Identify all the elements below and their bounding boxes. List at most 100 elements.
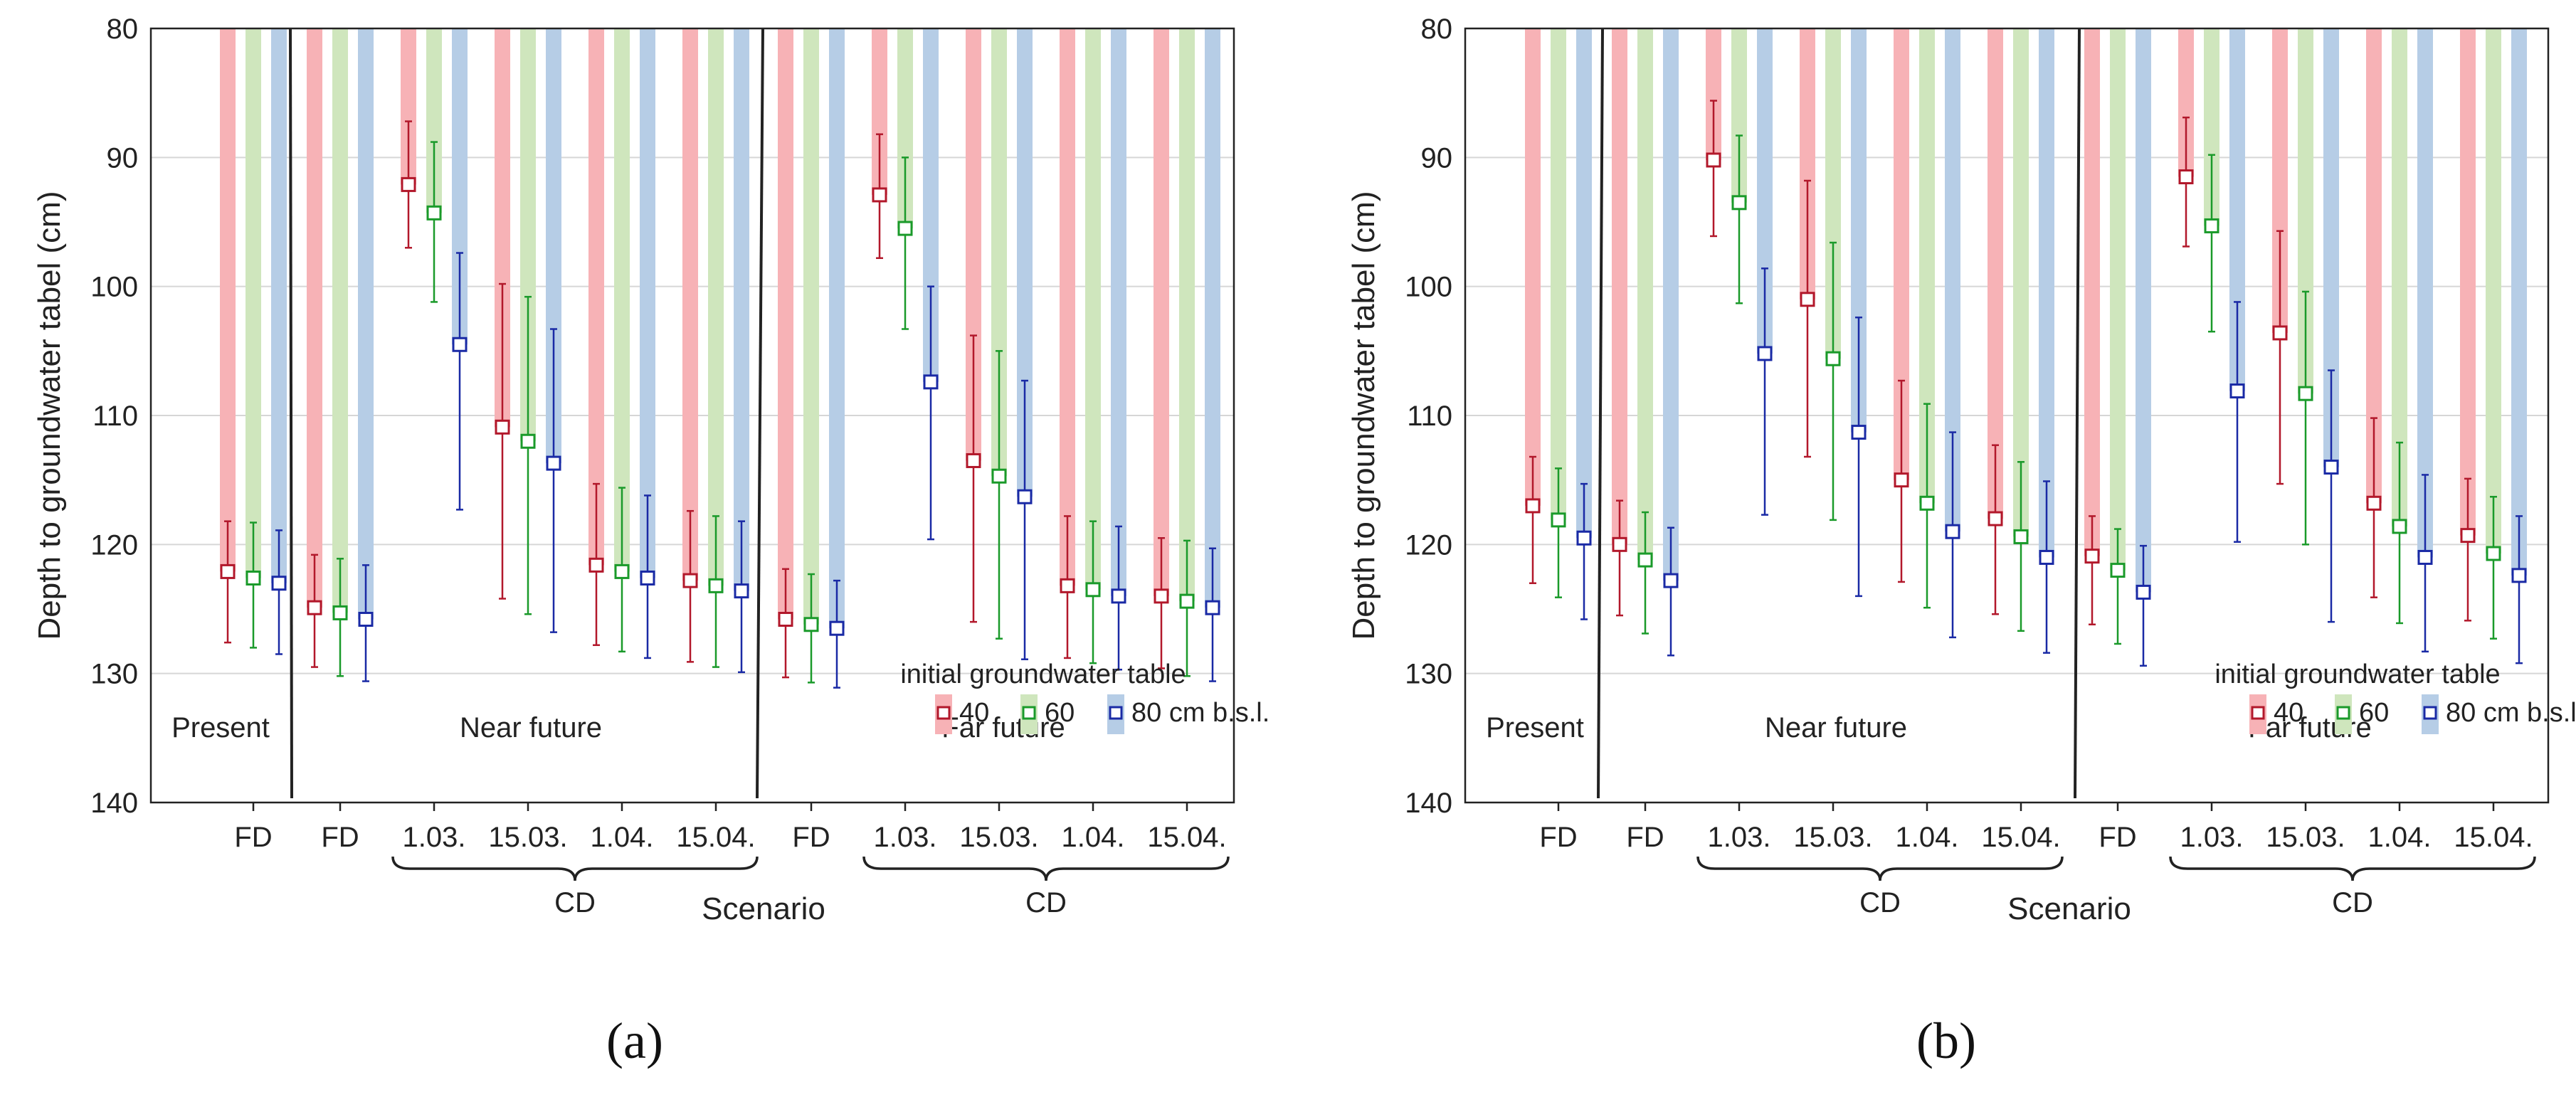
panel-b-marker-40 xyxy=(2084,549,2100,564)
panel-a-marker-80 xyxy=(452,337,468,352)
panel-b-legend-label-60: 60 xyxy=(2359,698,2389,728)
panel-b-marker-40 xyxy=(2272,325,2288,341)
panel-a-period-label: Far future xyxy=(941,712,1065,743)
panel-a-marker-60 xyxy=(1085,582,1101,598)
panel-b-cd-brace xyxy=(2169,856,2536,881)
panel-b-period-label: Near future xyxy=(1765,712,1907,743)
panel-a-legend-label-40: 40 xyxy=(959,698,989,728)
panel-b-bar-40 xyxy=(2272,28,2288,333)
panel-a-bar-80 xyxy=(1017,28,1033,497)
panel-b-x-tick-label: FD xyxy=(1626,822,1664,853)
panel-b-cd-brace xyxy=(1696,856,2064,881)
panel-b-marker-80 xyxy=(1945,524,1960,539)
panel-a-y-tick-label: 130 xyxy=(90,659,138,690)
panel-b-cd-label: CD xyxy=(2332,887,2373,918)
panel-b-y-tick-label: 120 xyxy=(1405,529,1452,561)
panel-a-x-tick-label: 15.03. xyxy=(959,822,1038,853)
panel-b-bar-80 xyxy=(1663,28,1679,581)
panel-a-marker-40 xyxy=(307,600,322,615)
panel-a-bar-40 xyxy=(495,28,510,428)
panel-b-bar-40 xyxy=(2084,28,2100,556)
panel-a-cd-brace xyxy=(862,856,1230,881)
panel-b-x-axis-title: Scenario xyxy=(2007,891,2131,926)
panel-b-marker-60 xyxy=(2298,386,2313,401)
panel-b-period-label: Far future xyxy=(2248,712,2371,743)
panel-b-legend-label-80: 80 cm b.s.l. xyxy=(2446,698,2576,728)
panel-b-marker-40 xyxy=(1612,536,1627,552)
panel-a-bar-40 xyxy=(220,28,236,572)
panel-b-bar-80 xyxy=(1576,28,1592,539)
panel-b-bar-60 xyxy=(2298,28,2313,394)
panel-b-y-tick-label: 140 xyxy=(1405,788,1452,819)
panel-a-legend-marker-80 xyxy=(1109,706,1123,720)
panel-b-bar-60 xyxy=(2392,28,2407,526)
panel-b-bar-40 xyxy=(2366,28,2382,504)
panel-b-x-tick-label: 1.03. xyxy=(2180,822,2244,853)
panel-b-x-tick-label: 15.03. xyxy=(1793,822,1872,853)
panel-b-bar-80 xyxy=(2511,28,2527,576)
panel-a-marker-60 xyxy=(991,468,1007,484)
panel-a-period-divider xyxy=(289,28,293,799)
panel-b-marker-60 xyxy=(1919,495,1935,511)
panel-b-marker-80 xyxy=(2511,568,2527,583)
panel-a-bar-60 xyxy=(803,28,819,625)
panel-b-legend-marker-60 xyxy=(2336,706,2350,720)
panel-a-bar-60 xyxy=(426,28,442,213)
panel-a-marker-80 xyxy=(734,583,749,599)
panel-b-bar-60 xyxy=(1825,28,1841,359)
panel-a-y-axis-title: Depth to groundwater tabel (cm) xyxy=(32,191,67,640)
panel-b-bar-60 xyxy=(2204,28,2219,226)
panel-a-y-tick-label: 140 xyxy=(90,788,138,819)
panel-a-x-tick-label: 15.04. xyxy=(676,822,755,853)
panel-a-x-tick-label: FD xyxy=(321,822,359,853)
panel-a-period-label: Present xyxy=(171,712,270,743)
panel-a-marker-40 xyxy=(1060,578,1075,593)
panel-a-legend-marker-40 xyxy=(936,706,951,720)
panel-a-legend-label-60: 60 xyxy=(1045,698,1075,728)
panel-a-x-tick-label: 1.03. xyxy=(403,822,466,853)
panel-a-marker-80 xyxy=(358,612,374,627)
panel-a-plot-frame xyxy=(149,27,1235,804)
panel-b-y-axis-title: Depth to groundwater tabel (cm) xyxy=(1346,191,1381,640)
panel-b-x-tick-label: 1.04. xyxy=(1896,822,1959,853)
panel-a-bar-40 xyxy=(1154,28,1169,596)
panel-a-marker-40 xyxy=(1154,588,1169,604)
panel-b-marker-40 xyxy=(1894,472,1909,488)
chart-panel-b: 80 90 100 110 120 130 140 FD FD 1.03. 15.03. 1.04. 1… xyxy=(1346,14,2576,926)
panel-b-bar-80 xyxy=(2229,28,2245,391)
panel-b-marker-80 xyxy=(2039,549,2054,565)
panel-b-period-label: Present xyxy=(1486,712,1584,743)
panel-a-bar-60 xyxy=(897,28,913,229)
panel-a-bar-80 xyxy=(829,28,845,629)
panel-a-marker-60 xyxy=(332,605,348,620)
panel-b-bar-40 xyxy=(1988,28,2003,519)
panel-a-bar-60 xyxy=(1085,28,1101,590)
panel-a-marker-60 xyxy=(246,570,261,586)
panel-a-bar-60 xyxy=(332,28,348,613)
panel-a-bar-80 xyxy=(734,28,749,591)
panel-a-bar-60 xyxy=(246,28,261,578)
panel-a-bar-80 xyxy=(640,28,655,578)
panel-a-bar-40 xyxy=(401,28,416,185)
panel-a-x-tick-label: 1.03. xyxy=(874,822,937,853)
panel-a-x-tick-label: 1.04. xyxy=(1062,822,1125,853)
panel-b-bar-80 xyxy=(2417,28,2433,558)
panel-b-marker-80 xyxy=(2229,383,2245,399)
panel-b-legend-marker-80 xyxy=(2423,706,2437,720)
panel-a-marker-40 xyxy=(966,452,981,468)
panel-a-cd-label: CD xyxy=(1025,887,1067,918)
panel-b-marker-60 xyxy=(2110,563,2126,578)
panel-a-bar-60 xyxy=(708,28,724,586)
panel-a-marker-80 xyxy=(829,620,845,636)
chart-panel-a: 80 90 100 110 120 130 140 FD FD 1.03. 15.03. 1.04. 1… xyxy=(32,14,1269,926)
panel-a-marker-40 xyxy=(778,612,793,627)
panel-a-marker-40 xyxy=(401,176,416,192)
panel-b-period-divider xyxy=(2074,28,2081,799)
panel-a-marker-80 xyxy=(1111,588,1126,604)
panel-b-marker-80 xyxy=(2136,584,2151,600)
panel-b-bar-80 xyxy=(2323,28,2339,467)
panel-b-x-tick-label: 15.03. xyxy=(2266,822,2345,853)
panel-a-bar-80 xyxy=(271,28,287,583)
panel-a-legend-marker-60 xyxy=(1022,706,1036,720)
panel-b-bar-80 xyxy=(2039,28,2054,558)
